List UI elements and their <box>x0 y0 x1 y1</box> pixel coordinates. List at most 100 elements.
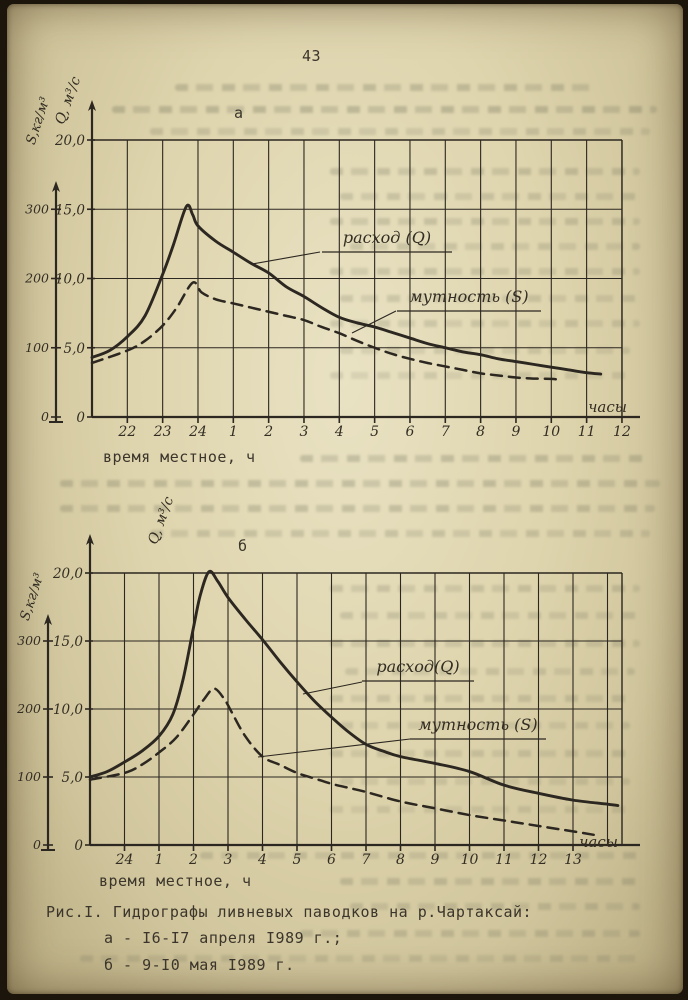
chart-b-x-tick-label: 9 <box>431 852 440 868</box>
figure-caption-line3: б - 9-I0 мая I989 г. <box>104 956 295 974</box>
chart-b-x-tick-label: 3 <box>224 852 233 868</box>
chart-a-q-tick-label: 20,0 <box>54 133 85 149</box>
chart-b-x-tick-label: 24 <box>115 852 134 868</box>
chart-b-q-tick-label: 15,0 <box>53 634 83 650</box>
panel-label-b: б <box>238 537 248 555</box>
chart-b-x-tick-label: 10 <box>461 852 479 868</box>
chart-b-x-tick-label: 5 <box>293 852 302 868</box>
chart-a-discharge-curve <box>90 203 603 376</box>
chart-a-x-tick-label: 6 <box>406 424 415 440</box>
chart-b-turbidity-label: мутность (S) <box>418 715 537 734</box>
chart-a-turbidity-label: мутность (S) <box>409 287 528 306</box>
figure-caption-line2: а - I6-I7 апреля I989 г.; <box>104 929 343 947</box>
chart-b-leader-line <box>302 681 363 695</box>
chart-a-s-axis-arrow-icon <box>52 181 60 192</box>
chart-b-q-tick-label: 5,0 <box>62 770 84 786</box>
bleedthrough-text <box>350 903 640 910</box>
bleedthrough-text <box>150 530 650 537</box>
bleedthrough-text <box>340 722 630 729</box>
bleedthrough-text <box>112 106 657 113</box>
chart-a-x-tick-label: 2 <box>263 424 273 440</box>
chart-a-q-axis-title: Q, м³/с <box>52 75 84 127</box>
bleedthrough-text <box>340 295 640 302</box>
chart-a-x-tick-label: 1 <box>229 424 238 440</box>
chart-b-x-tick-label: 2 <box>188 852 198 868</box>
chart-b-q-axis-title: Q, м³/с <box>145 495 177 547</box>
bleedthrough-text <box>330 695 630 702</box>
chart-b-x-tick-label: 11 <box>495 852 513 868</box>
chart-b-s-tick-label: 300 <box>17 633 41 648</box>
chart-a-q-tick-label: 10,0 <box>55 272 85 288</box>
bleedthrough-text <box>150 128 650 135</box>
chart-a-leader-line <box>351 310 397 334</box>
chart-b-x-tick-label: 13 <box>564 852 582 868</box>
x-axis-caption-b: время местное, ч <box>99 872 252 890</box>
bleedthrough-text <box>300 455 650 462</box>
chart-a-q-axis-arrow-icon <box>88 100 96 111</box>
chart-b-discharge-label: расход(Q) <box>376 657 459 676</box>
chart-b-q-axis-arrow-icon <box>86 534 94 545</box>
bleedthrough-text <box>330 750 630 757</box>
chart-b-x-tick-label: 8 <box>396 852 405 868</box>
chart-b-q-tick-label: 0 <box>74 838 83 854</box>
bleedthrough-text <box>340 612 640 619</box>
bleedthrough-text <box>60 480 660 487</box>
x-axis-caption-a: время местное, ч <box>103 448 256 466</box>
bleedthrough-text <box>330 806 630 813</box>
chart-b-leader-line <box>257 738 411 758</box>
chart-a-x-tick-label: 11 <box>578 424 596 440</box>
bleedthrough-text <box>330 640 640 647</box>
chart-b-x-unit-label: часы <box>579 833 618 851</box>
chart-b-x-tick-label: 6 <box>327 852 336 868</box>
bleedthrough-text <box>330 218 640 225</box>
bleedthrough-text <box>340 193 640 200</box>
chart-b-s-tick-label: 0 <box>33 837 41 852</box>
bleedthrough-text <box>175 84 595 91</box>
chart-b-x-tick-label: 4 <box>257 852 267 868</box>
chart-b-discharge-curve <box>88 569 620 808</box>
bleedthrough-text <box>60 505 655 512</box>
chart-a-x-tick-label: 24 <box>188 424 207 440</box>
chart-b-q-tick-label: 10,0 <box>53 702 83 718</box>
bleedthrough-text <box>340 778 630 785</box>
bleedthrough-text <box>300 930 640 937</box>
chart-a-x-tick-label: 7 <box>441 424 450 440</box>
bleedthrough-text <box>330 320 640 327</box>
bleedthrough-text <box>330 268 640 275</box>
bleedthrough-text <box>200 852 640 859</box>
chart-a-x-tick-label: 5 <box>370 424 379 440</box>
bleedthrough-text <box>330 372 630 379</box>
chart-b-s-tick-label: 100 <box>17 769 41 784</box>
bleedthrough-text <box>345 668 635 675</box>
chart-b-q-tick-label: 20,0 <box>52 566 83 582</box>
panel-label-a: а <box>234 104 244 122</box>
chart-b-s-axis-arrow-icon <box>44 614 52 625</box>
chart-a-discharge-label: расход (Q) <box>343 228 431 247</box>
chart-a-x-tick-label: 22 <box>117 424 136 440</box>
chart-a-x-tick-label: 9 <box>511 424 520 440</box>
chart-a-x-tick-label: 8 <box>476 424 485 440</box>
bleedthrough-text <box>80 955 640 962</box>
chart-a-leader-line <box>251 251 321 265</box>
chart-a-x-tick-label: 12 <box>613 424 631 440</box>
chart-b-x-tick-label: 7 <box>362 852 371 868</box>
chart-b-s-tick-label: 200 <box>16 701 41 716</box>
chart-a-q-tick-label: 0 <box>76 410 85 426</box>
bleedthrough-text <box>330 168 640 175</box>
chart-b-turbidity-curve <box>88 687 595 837</box>
chart-a-s-tick-label: 200 <box>24 271 49 286</box>
chart-b-x-tick-label: 12 <box>530 852 548 868</box>
chart-a-s-tick-label: 0 <box>41 409 49 424</box>
chart-a-s-axis-title: S,кг/м³ <box>23 95 53 147</box>
chart-a-x-tick-label: 23 <box>153 424 172 440</box>
chart-b-s-axis-title: S,кг/м³ <box>17 571 47 623</box>
chart-a-x-tick-label: 10 <box>542 424 560 440</box>
bleedthrough-text <box>350 243 640 250</box>
chart-a-q-tick-label: 5,0 <box>64 341 86 357</box>
chart-a-s-tick-label: 300 <box>25 201 49 216</box>
bleedthrough-text <box>340 878 640 885</box>
bleedthrough-text <box>340 347 630 354</box>
chart-a-x-tick-label: 3 <box>300 424 309 440</box>
